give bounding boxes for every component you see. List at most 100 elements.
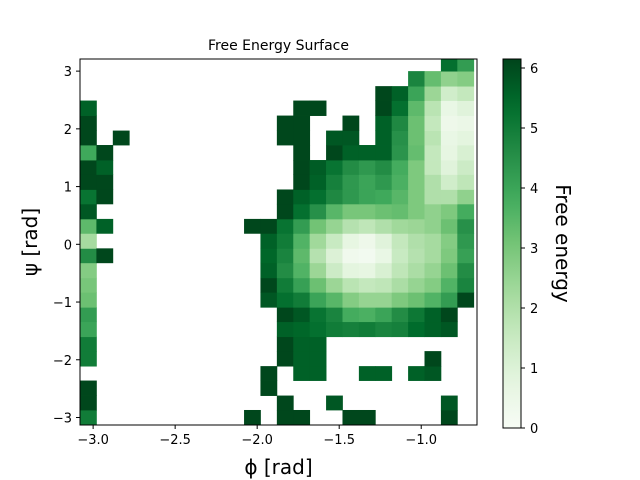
heatmap-cell: [309, 160, 327, 175]
heatmap-cell: [440, 292, 458, 308]
heatmap-cell: [276, 409, 294, 426]
heatmap-cell: [358, 174, 376, 190]
x-axis-label: ϕ [rad]: [244, 455, 312, 479]
heatmap-cell: [309, 233, 327, 249]
heatmap-cell: [293, 262, 311, 279]
colorbar-label: Free energy: [551, 184, 575, 303]
heatmap-cell: [408, 277, 425, 293]
heatmap-cell: [457, 115, 475, 131]
heatmap-cell: [375, 292, 393, 308]
heatmap-cell: [326, 292, 343, 308]
heatmap-cell: [375, 233, 393, 249]
heatmap-cell: [293, 218, 311, 234]
heatmap-cell: [309, 336, 327, 352]
heatmap-cell: [260, 262, 278, 279]
heatmap-cell: [424, 86, 442, 101]
heatmap-cell: [391, 277, 409, 293]
heatmap-cell: [326, 307, 343, 323]
heatmap-cell: [358, 277, 376, 293]
heatmap-cell: [96, 160, 114, 175]
heatmap-cell: [457, 292, 475, 308]
heatmap-cell: [293, 321, 311, 338]
heatmap-cell: [293, 409, 311, 426]
heatmap-cell: [408, 233, 425, 249]
heatmap-cell: [326, 218, 343, 234]
y-tick-label: 3: [64, 65, 72, 80]
heatmap-cell: [260, 218, 278, 234]
y-axis-label: ψ [rad]: [18, 208, 42, 276]
heatmap-cell: [408, 189, 425, 205]
heatmap-cell: [80, 218, 97, 234]
heatmap-cell: [440, 160, 458, 175]
heatmap-cell: [391, 233, 409, 249]
heatmap-cell: [80, 277, 97, 293]
heatmap-cell: [424, 351, 442, 367]
heatmap-cell: [342, 321, 360, 338]
heatmap-cell: [408, 248, 425, 264]
heatmap-cell: [342, 189, 360, 205]
heatmap-cell: [260, 380, 278, 396]
heatmap-cell: [358, 233, 376, 249]
heatmap-cell: [309, 189, 327, 205]
heatmap-cell: [293, 100, 311, 116]
plot-frame: [79, 58, 478, 426]
colorbar: [502, 58, 522, 429]
heatmap-cell: [391, 86, 409, 101]
heatmap-cell: [342, 130, 360, 146]
heatmap-cell: [424, 203, 442, 220]
heatmap-cell: [80, 189, 97, 205]
heatmap-cell: [408, 160, 425, 175]
heatmap-cell: [457, 203, 475, 220]
heatmap-cell: [358, 409, 376, 426]
x-tick-label: −3.0: [77, 433, 109, 448]
heatmap-cell: [326, 145, 343, 161]
heatmap-cell: [276, 395, 294, 411]
heatmap-cell: [293, 189, 311, 205]
heatmap-cell: [96, 174, 114, 190]
x-tick-label: −2.0: [241, 433, 273, 448]
heatmap-cell: [276, 307, 294, 323]
heatmap-cell: [440, 307, 458, 323]
y-tick-label: −1: [53, 296, 72, 311]
heatmap-cell: [293, 366, 311, 381]
y-tick-label: −2: [53, 354, 72, 369]
heatmap-cell: [80, 248, 97, 264]
heatmap-cell: [440, 174, 458, 190]
heatmap-cell: [375, 218, 393, 234]
heatmap-cell: [457, 277, 475, 293]
heatmap-cell: [80, 395, 97, 411]
heatmap-cell: [375, 115, 393, 131]
heatmap-cell: [326, 321, 343, 338]
heatmap-cell: [408, 145, 425, 161]
heatmap-cell: [424, 145, 442, 161]
heatmap-cell: [293, 277, 311, 293]
heatmap-cell: [293, 248, 311, 264]
heatmap-cell: [358, 366, 376, 381]
heatmap-cell: [293, 292, 311, 308]
heatmap-cell: [276, 262, 294, 279]
heatmap-cell: [276, 336, 294, 352]
heatmap-cell: [424, 277, 442, 293]
heatmap-cell: [408, 321, 425, 338]
heatmap-cell: [293, 174, 311, 190]
heatmap-cell: [358, 248, 376, 264]
heatmap-cell: [80, 409, 97, 426]
heatmap-cell: [408, 115, 425, 131]
heatmap-cell: [375, 145, 393, 161]
colorbar-ticks: 0 1 2 3 4 5 6: [521, 62, 538, 437]
heatmap-cell: [375, 277, 393, 293]
heatmap-cell: [440, 189, 458, 205]
heatmap-cell: [457, 86, 475, 101]
heatmap-cell: [309, 292, 327, 308]
colorbar-tick-label: 0: [530, 422, 538, 437]
heatmap-cell: [244, 409, 261, 426]
heatmap-cell: [276, 351, 294, 367]
heatmap-cell: [440, 115, 458, 131]
x-tick-label: −1.0: [405, 433, 437, 448]
heatmap-cell: [309, 277, 327, 293]
heatmap-cell: [358, 160, 376, 175]
heatmap-cell: [391, 307, 409, 323]
heatmap-cell: [440, 233, 458, 249]
heatmap-cell: [96, 145, 114, 161]
heatmap-cell: [375, 160, 393, 175]
